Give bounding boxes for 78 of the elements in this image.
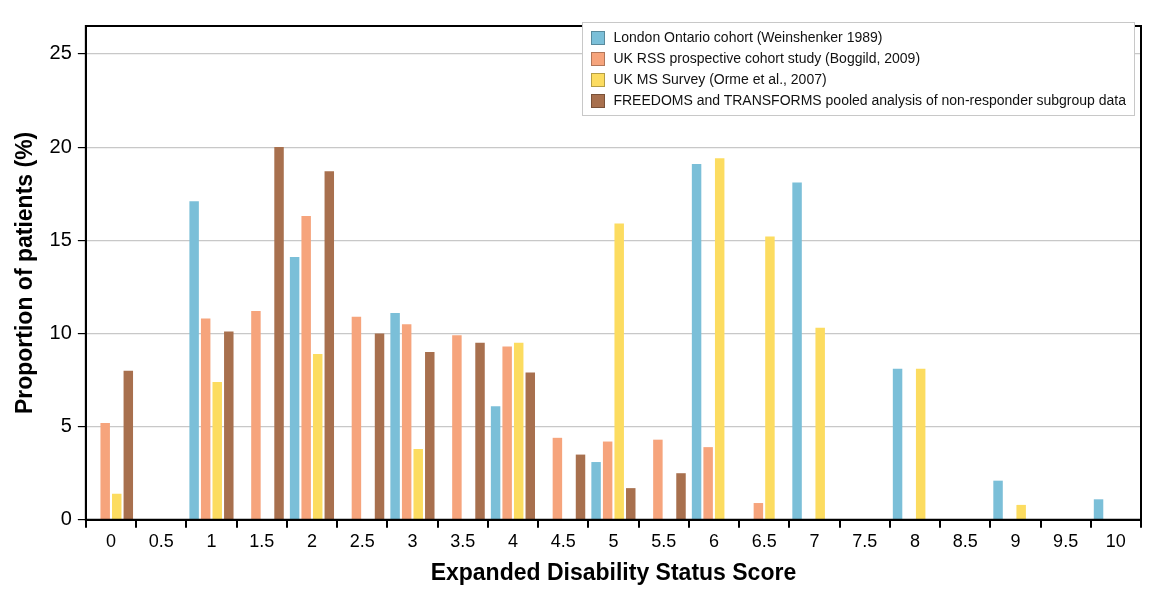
- x-tick-label: 6.5: [751, 530, 777, 551]
- y-tick-label: 25: [49, 41, 72, 64]
- bar: [513, 342, 524, 520]
- x-tick-label: 1: [206, 530, 217, 551]
- bar: [676, 473, 686, 520]
- bar: [490, 406, 501, 520]
- x-tick-label: 2.5: [349, 530, 375, 551]
- x-tick-label: 6: [708, 530, 719, 551]
- x-tick-label: 3.5: [450, 530, 476, 551]
- x-tick-label: 9.5: [1053, 530, 1079, 551]
- bar: [200, 318, 211, 520]
- bar: [324, 171, 335, 520]
- x-tick-label: 8.5: [952, 530, 978, 551]
- x-tick-label: 3: [407, 530, 418, 551]
- bar: [792, 182, 802, 520]
- bar: [1093, 499, 1104, 520]
- bar: [401, 324, 412, 520]
- x-tick-label: 9: [1010, 530, 1021, 551]
- bar: [289, 257, 300, 520]
- y-tick-label: 15: [49, 227, 72, 250]
- x-tick-label: 5.5: [651, 530, 677, 551]
- bar: [189, 201, 199, 520]
- bar: [753, 503, 764, 520]
- x-tick-label: 7: [809, 530, 820, 551]
- y-tick-label: 5: [60, 414, 72, 437]
- bar: [100, 422, 110, 520]
- bar: [915, 368, 926, 520]
- x-tick-label: 7.5: [852, 530, 878, 551]
- bar: [525, 372, 536, 520]
- y-tick-label: 20: [49, 134, 72, 157]
- bar: [1016, 504, 1026, 520]
- bar: [475, 342, 485, 520]
- bar: [653, 439, 663, 520]
- bar: [301, 216, 311, 520]
- bar: [691, 163, 702, 520]
- bar: [452, 335, 462, 520]
- bar: [123, 370, 134, 520]
- bar: [351, 316, 362, 520]
- y-tick-label: 10: [49, 320, 72, 343]
- bar: [575, 454, 586, 520]
- bar: [374, 333, 385, 520]
- legend-label: London Ontario cohort (Weinshenker 1989): [613, 28, 883, 47]
- bar: [425, 352, 435, 520]
- bar: [112, 493, 122, 520]
- bar: [224, 331, 234, 520]
- legend-label: UK RSS prospective cohort study (Boggild, 2009): [613, 49, 921, 68]
- bar: [413, 448, 423, 520]
- legend-label: UK MS Survey (Orme et al., 2007): [613, 70, 827, 89]
- bar: [212, 381, 222, 520]
- x-tick-label: 4.5: [550, 530, 576, 551]
- x-tick-label: 0.5: [148, 530, 174, 551]
- bar: [251, 311, 261, 520]
- bar: [591, 462, 601, 520]
- x-axis-title: Expanded Disability Status Score: [430, 558, 797, 585]
- bar: [993, 480, 1003, 520]
- x-tick-label: 8: [909, 530, 920, 551]
- bar: [765, 236, 775, 520]
- x-tick-label: 1.5: [249, 530, 275, 551]
- x-tick-label: 10: [1105, 530, 1126, 551]
- bar: [815, 327, 825, 520]
- y-tick-label: 0: [60, 507, 72, 530]
- bar: [703, 447, 713, 520]
- x-tick-label: 4: [507, 530, 518, 551]
- bar: [312, 353, 323, 520]
- bar: [626, 488, 636, 520]
- x-tick-label: 2: [306, 530, 317, 551]
- bar: [552, 437, 563, 520]
- x-tick-label: 0: [105, 530, 116, 551]
- bar: [892, 368, 903, 520]
- x-tick-label: 5: [608, 530, 619, 551]
- bar: [390, 312, 400, 520]
- bar: [274, 147, 284, 520]
- legend-label: FREEDOMS and TRANSFORMS pooled analysis of non-responder subgroup data: [613, 91, 1126, 110]
- bar: [602, 441, 613, 520]
- bar: [714, 158, 725, 520]
- y-axis-title: Proportion of patients (%): [11, 131, 38, 415]
- bar: [502, 346, 512, 520]
- bar: [614, 223, 624, 520]
